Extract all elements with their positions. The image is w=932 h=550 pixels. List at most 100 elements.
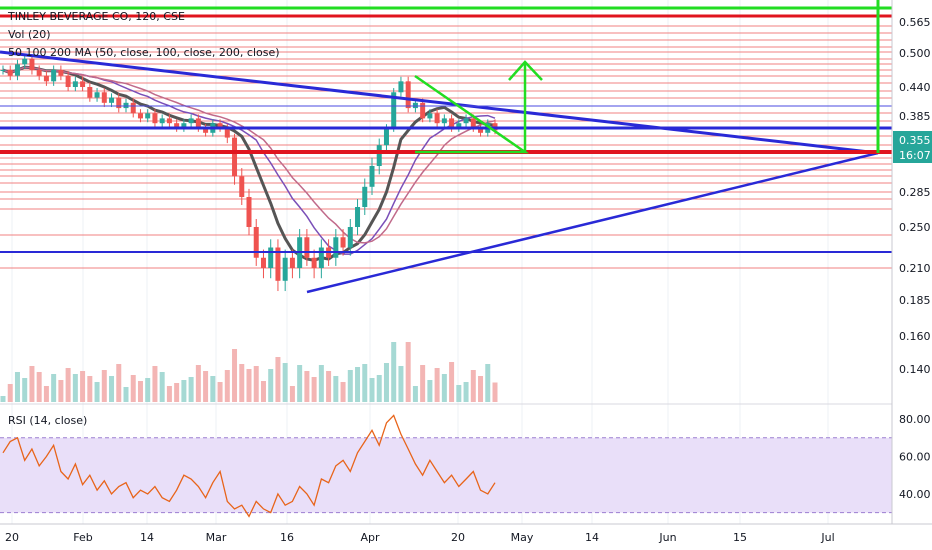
candle-body [376,145,382,166]
volume-bar [51,374,57,402]
price-tick-label: 0.250 [899,221,931,234]
time-axis[interactable]: 20 Feb 14 Mar 16 Apr 20 May 14 Jun 15 Jul [5,531,835,544]
volume-bar [0,396,6,402]
candle-body [43,75,49,82]
volume-bar [268,369,274,402]
volume-bar [260,381,266,402]
rsi-axis[interactable]: 80.00 60.00 40.00 [899,413,931,501]
volume-bar [449,362,455,402]
volume-bar [109,376,115,402]
candle-body [22,58,28,65]
volume-bar [333,376,339,402]
candle-body [304,237,310,258]
candle-body [355,207,361,227]
volume-bar [470,370,476,402]
volume-bar [304,371,310,402]
candle-body [253,227,259,258]
volume-bar [355,367,361,402]
volume-bar [181,380,187,402]
moving-average-line [2,66,496,244]
candle-body [116,97,122,109]
volume-bar [29,366,35,402]
volume-bar [166,386,172,402]
rsi-pane[interactable]: RSI (14, close) [0,414,892,518]
volume-bar [282,363,288,402]
candle-body [311,257,317,268]
volume-bar [253,366,259,402]
price-tick-label: 0.500 [899,47,931,60]
volume-bar [159,372,165,402]
candle-body [152,113,158,124]
candle-body [470,118,476,128]
vertical-grid [11,0,829,524]
candle-body [174,123,180,128]
volume-bar [383,363,389,402]
volume-bar [137,381,143,402]
candle-body [0,70,6,71]
candle-body [188,118,194,124]
horizontal-levels [0,25,892,269]
volume-bar [22,378,28,402]
volume-bar [347,370,353,402]
volume-bar [239,364,245,402]
candle-body [478,128,484,133]
price-tick-label: 0.565 [899,16,931,29]
time-tick-label: Jul [820,531,834,544]
candle-body [463,118,469,124]
rsi-tick-label: 40.00 [899,488,931,501]
volume-bar [297,365,303,402]
candle-body [51,70,57,82]
volume-bar [145,378,151,402]
candle-body [391,92,397,128]
volume-bar [174,383,180,402]
volume-bar [391,342,397,402]
descending-trendline[interactable] [0,50,879,155]
volume-bar [434,368,440,402]
candle-body [246,197,252,227]
price-tick-label: 0.160 [899,330,931,343]
candle-body [347,227,353,248]
volume-bar [398,366,404,402]
rsi-legend: RSI (14, close) [8,414,87,427]
volume-bar [101,370,107,402]
green-arrow-head [508,60,543,81]
volume-bar [246,369,252,402]
time-tick-label: 16 [280,531,294,544]
candle-body [398,81,404,93]
candle-body [362,186,368,207]
ascending-trendline[interactable] [306,151,879,294]
price-tick-label: 0.440 [899,81,931,94]
volume-bar [376,375,382,402]
candle-body [195,118,201,128]
volume-bar [14,372,20,402]
candle-body [123,102,129,109]
candle-body [289,257,295,268]
volume-bar [405,342,411,402]
candle-body [29,58,35,70]
volume-bar [485,364,491,402]
candle-body [87,87,93,98]
time-tick-label: 15 [733,531,747,544]
volume-bar [116,364,122,402]
volume-bars [0,342,498,402]
volume-bar [478,376,484,402]
volume-bar [412,386,418,402]
volume-bar [210,376,216,402]
volume-bar [326,371,332,402]
candle-body [203,128,209,133]
volume-bar [224,370,230,402]
candle-body [412,102,418,109]
candle-body [405,81,411,109]
volume-bar [80,371,86,402]
volume-bar [203,371,209,402]
candle-body [420,102,426,119]
volume-bar [87,376,93,402]
volume-bar [311,377,317,402]
candle-body [268,247,274,268]
volume-bar [441,374,447,402]
drawings[interactable] [0,0,892,294]
time-tick-label: Feb [73,531,92,544]
candle-body [181,123,187,128]
candle-body [14,64,20,76]
